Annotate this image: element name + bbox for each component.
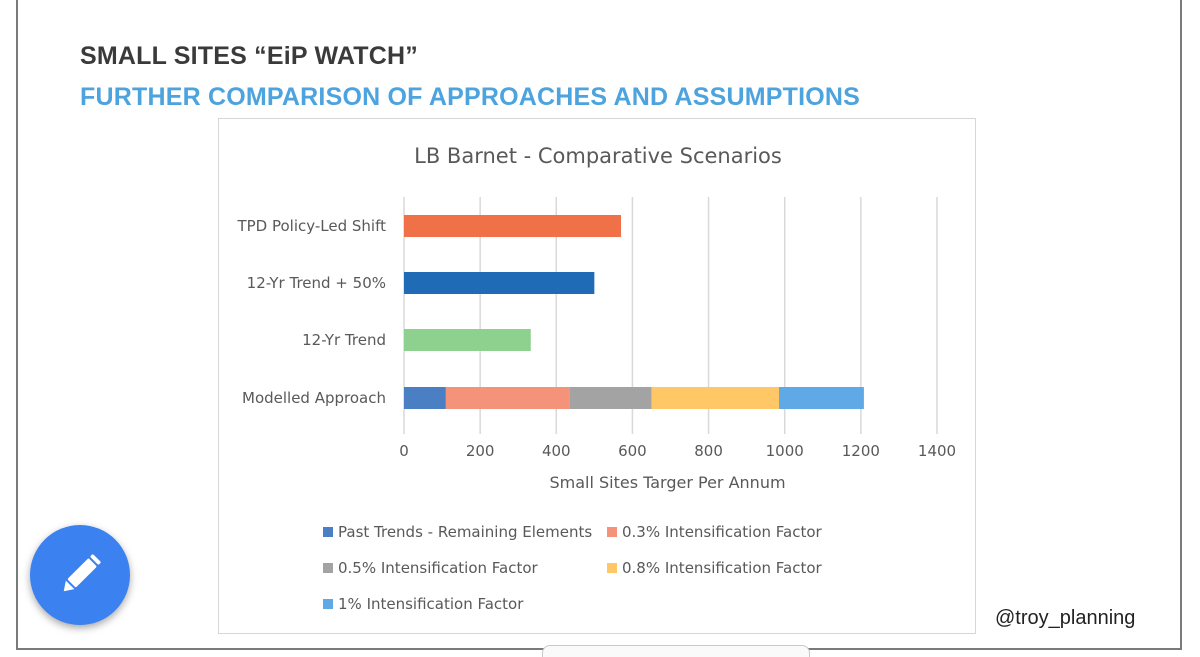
legend-swatch <box>323 563 333 573</box>
y-category-label: TPD Policy-Led Shift <box>236 217 386 235</box>
x-tick-label: 0 <box>399 442 409 460</box>
legend-swatch <box>323 527 333 537</box>
chart-container: LB Barnet - Comparative Scenarios 0 200 400… <box>218 118 976 634</box>
x-tick-label: 1000 <box>766 442 804 460</box>
legend-label: 0.5% Intensification Factor <box>338 559 539 577</box>
x-tick-label: 1400 <box>918 442 956 460</box>
stacked-bar-segment <box>651 387 780 409</box>
x-tick-label: 1200 <box>842 442 880 460</box>
legend-label: 1% Intensification Factor <box>338 595 524 613</box>
bar <box>404 329 531 351</box>
legend-label: 0.8% Intensification Factor <box>622 559 823 577</box>
legend-label: Past Trends - Remaining Elements <box>338 523 592 541</box>
x-tick-label: 600 <box>618 442 647 460</box>
legend-swatch <box>607 563 617 573</box>
stacked-bar-segment <box>404 387 446 409</box>
bar <box>404 272 595 294</box>
x-tick-label: 400 <box>542 442 571 460</box>
bar-chart: LB Barnet - Comparative Scenarios 0 200 400… <box>236 144 956 613</box>
legend-swatch <box>607 527 617 537</box>
y-category-label: 12-Yr Trend + 50% <box>247 274 386 292</box>
author-handle: @troy_planning <box>995 607 1136 629</box>
x-tick-label: 800 <box>694 442 723 460</box>
stacked-bar-segment <box>779 387 864 409</box>
bottom-sheet-handle[interactable] <box>542 645 810 657</box>
stacked-bar-segment <box>445 387 570 409</box>
y-category-label: Modelled Approach <box>242 389 386 407</box>
x-axis-label: Small Sites Targer Per Annum <box>549 473 785 492</box>
pencil-icon <box>63 554 101 592</box>
y-category-label: 12-Yr Trend <box>302 331 386 349</box>
bar <box>404 215 622 237</box>
stacked-bar-segment <box>569 387 652 409</box>
x-tick-label: 200 <box>466 442 495 460</box>
edit-fab-button[interactable] <box>30 525 130 625</box>
legend-label: 0.3% Intensification Factor <box>622 523 823 541</box>
slide-title: SMALL SITES “EiP WATCH” <box>80 42 418 70</box>
legend-swatch <box>323 599 333 609</box>
slide-subtitle: FURTHER COMPARISON OF APPROACHES AND ASS… <box>80 83 860 111</box>
chart-title: LB Barnet - Comparative Scenarios <box>414 144 782 168</box>
